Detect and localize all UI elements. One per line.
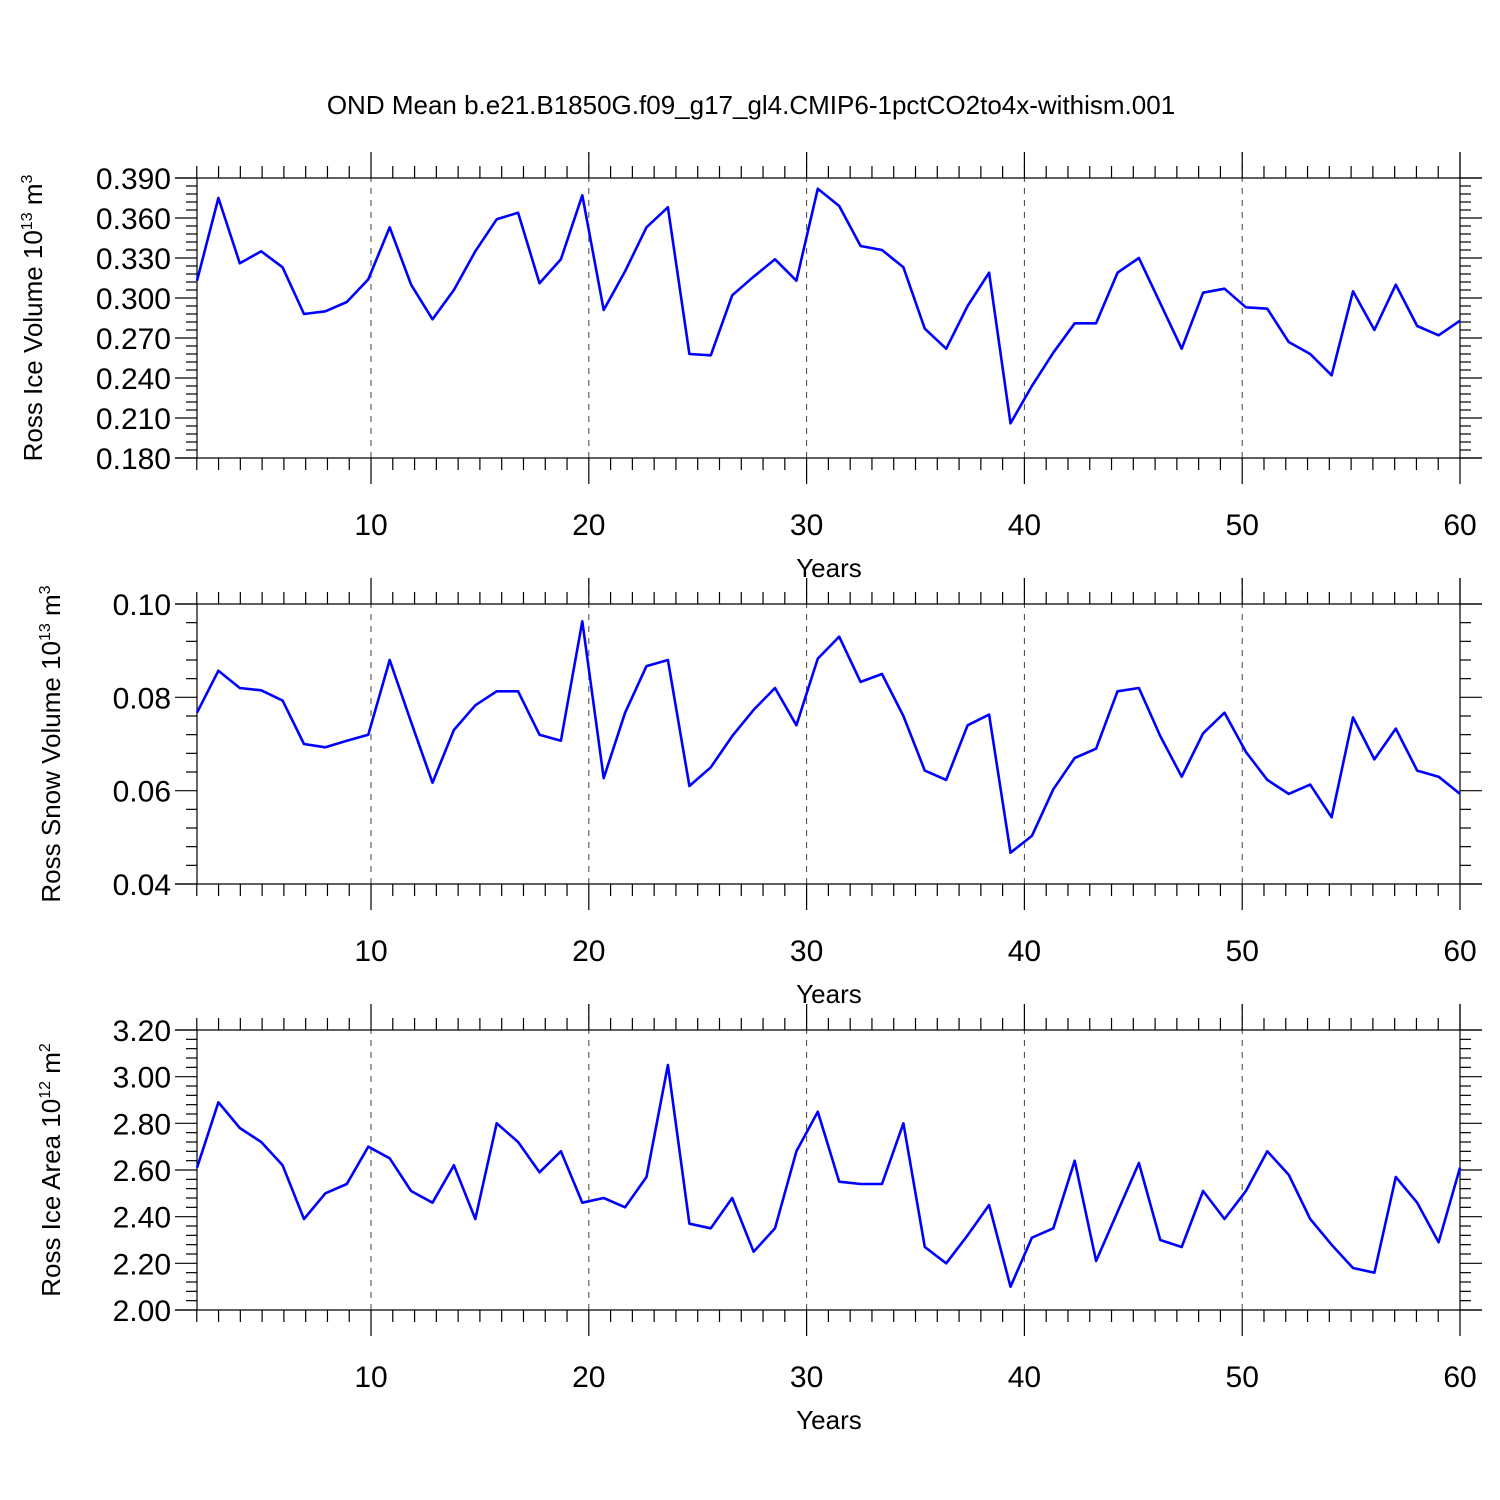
x-tick-label: 20 — [572, 935, 605, 968]
y-axis-title-unit-exponent: 3 — [37, 585, 54, 594]
y-tick-label: 0.04 — [113, 869, 171, 902]
x-tick-label: 20 — [572, 509, 605, 542]
y-axis-title-main: Ross Snow Volume 10 — [36, 641, 66, 903]
y-tick-label: 0.300 — [96, 283, 171, 316]
chart-title: OND Mean b.e21.B1850G.f09_g17_gl4.CMIP6-… — [327, 90, 1175, 120]
y-tick-label: 0.06 — [113, 776, 171, 809]
y-tick-label: 2.80 — [113, 1108, 171, 1141]
y-axis-title-exponent: 13 — [37, 623, 54, 641]
y-tick-label: 0.180 — [96, 443, 171, 476]
y-axis-title-main: Ross Ice Volume 10 — [18, 230, 48, 461]
x-tick-label: 30 — [790, 509, 823, 542]
y-tick-label: 0.390 — [96, 163, 171, 196]
y-tick-label: 0.360 — [96, 203, 171, 236]
y-tick-label: 2.20 — [113, 1248, 171, 1281]
x-tick-label: 50 — [1226, 509, 1259, 542]
x-tick-label: 10 — [354, 1361, 387, 1394]
x-axis-title: Years — [796, 1405, 862, 1435]
x-tick-label: 40 — [1008, 509, 1041, 542]
y-tick-label: 0.330 — [96, 243, 171, 276]
x-tick-label: 60 — [1443, 935, 1476, 968]
panel-ice-area: 2.00 2.20 2.40 2.60 2.80 3.00 3.20 10 20 30 40 50 60… — [36, 1004, 1482, 1435]
y-tick-label: 2.00 — [113, 1295, 171, 1328]
y-axis-title-exponent: 12 — [37, 1081, 54, 1099]
y-axis-title: Ross Ice Volume 1013 m3 — [18, 174, 48, 461]
y-tick-label: 0.08 — [113, 682, 171, 715]
x-tick-label: 60 — [1443, 509, 1476, 542]
y-axis-title-unit: m — [18, 183, 48, 212]
y-tick-label: 0.10 — [113, 589, 171, 622]
y-axis-title-unit: m — [36, 594, 66, 623]
y-tick-label: 2.60 — [113, 1155, 171, 1188]
y-axis-title-exponent: 13 — [19, 212, 36, 230]
series-line — [195, 1063, 1462, 1288]
x-tick-label: 50 — [1226, 1361, 1259, 1394]
x-tick-label: 40 — [1008, 935, 1041, 968]
x-tick-label: 60 — [1443, 1361, 1476, 1394]
y-axis-title-main: Ross Ice Area 10 — [36, 1099, 66, 1297]
x-tick-label: 50 — [1226, 935, 1259, 968]
y-tick-label: 3.00 — [113, 1062, 171, 1095]
x-tick-label: 40 — [1008, 1361, 1041, 1394]
y-axis-title-unit-exponent: 2 — [37, 1043, 54, 1052]
series-line — [195, 619, 1461, 855]
y-axis-title: Ross Ice Area 1012 m2 — [36, 1043, 66, 1297]
y-axis-title-unit: m — [36, 1052, 66, 1081]
y-axis-title-unit-exponent: 3 — [19, 174, 36, 183]
y-axis-title: Ross Snow Volume 1013 m3 — [36, 585, 66, 902]
series-line — [195, 187, 1461, 425]
x-tick-label: 10 — [354, 935, 387, 968]
x-tick-label: 10 — [354, 509, 387, 542]
y-tick-label: 2.40 — [113, 1202, 171, 1235]
x-tick-label: 30 — [790, 1361, 823, 1394]
x-tick-label: 20 — [572, 1361, 605, 1394]
y-tick-label: 3.20 — [113, 1015, 171, 1048]
panel-ice-volume: 0.180 0.210 0.240 0.270 0.300 0.330 0.360 0.390… — [18, 152, 1482, 583]
y-tick-label: 0.210 — [96, 403, 171, 436]
y-tick-label: 0.270 — [96, 323, 171, 356]
y-tick-label: 0.240 — [96, 363, 171, 396]
x-tick-label: 30 — [790, 935, 823, 968]
